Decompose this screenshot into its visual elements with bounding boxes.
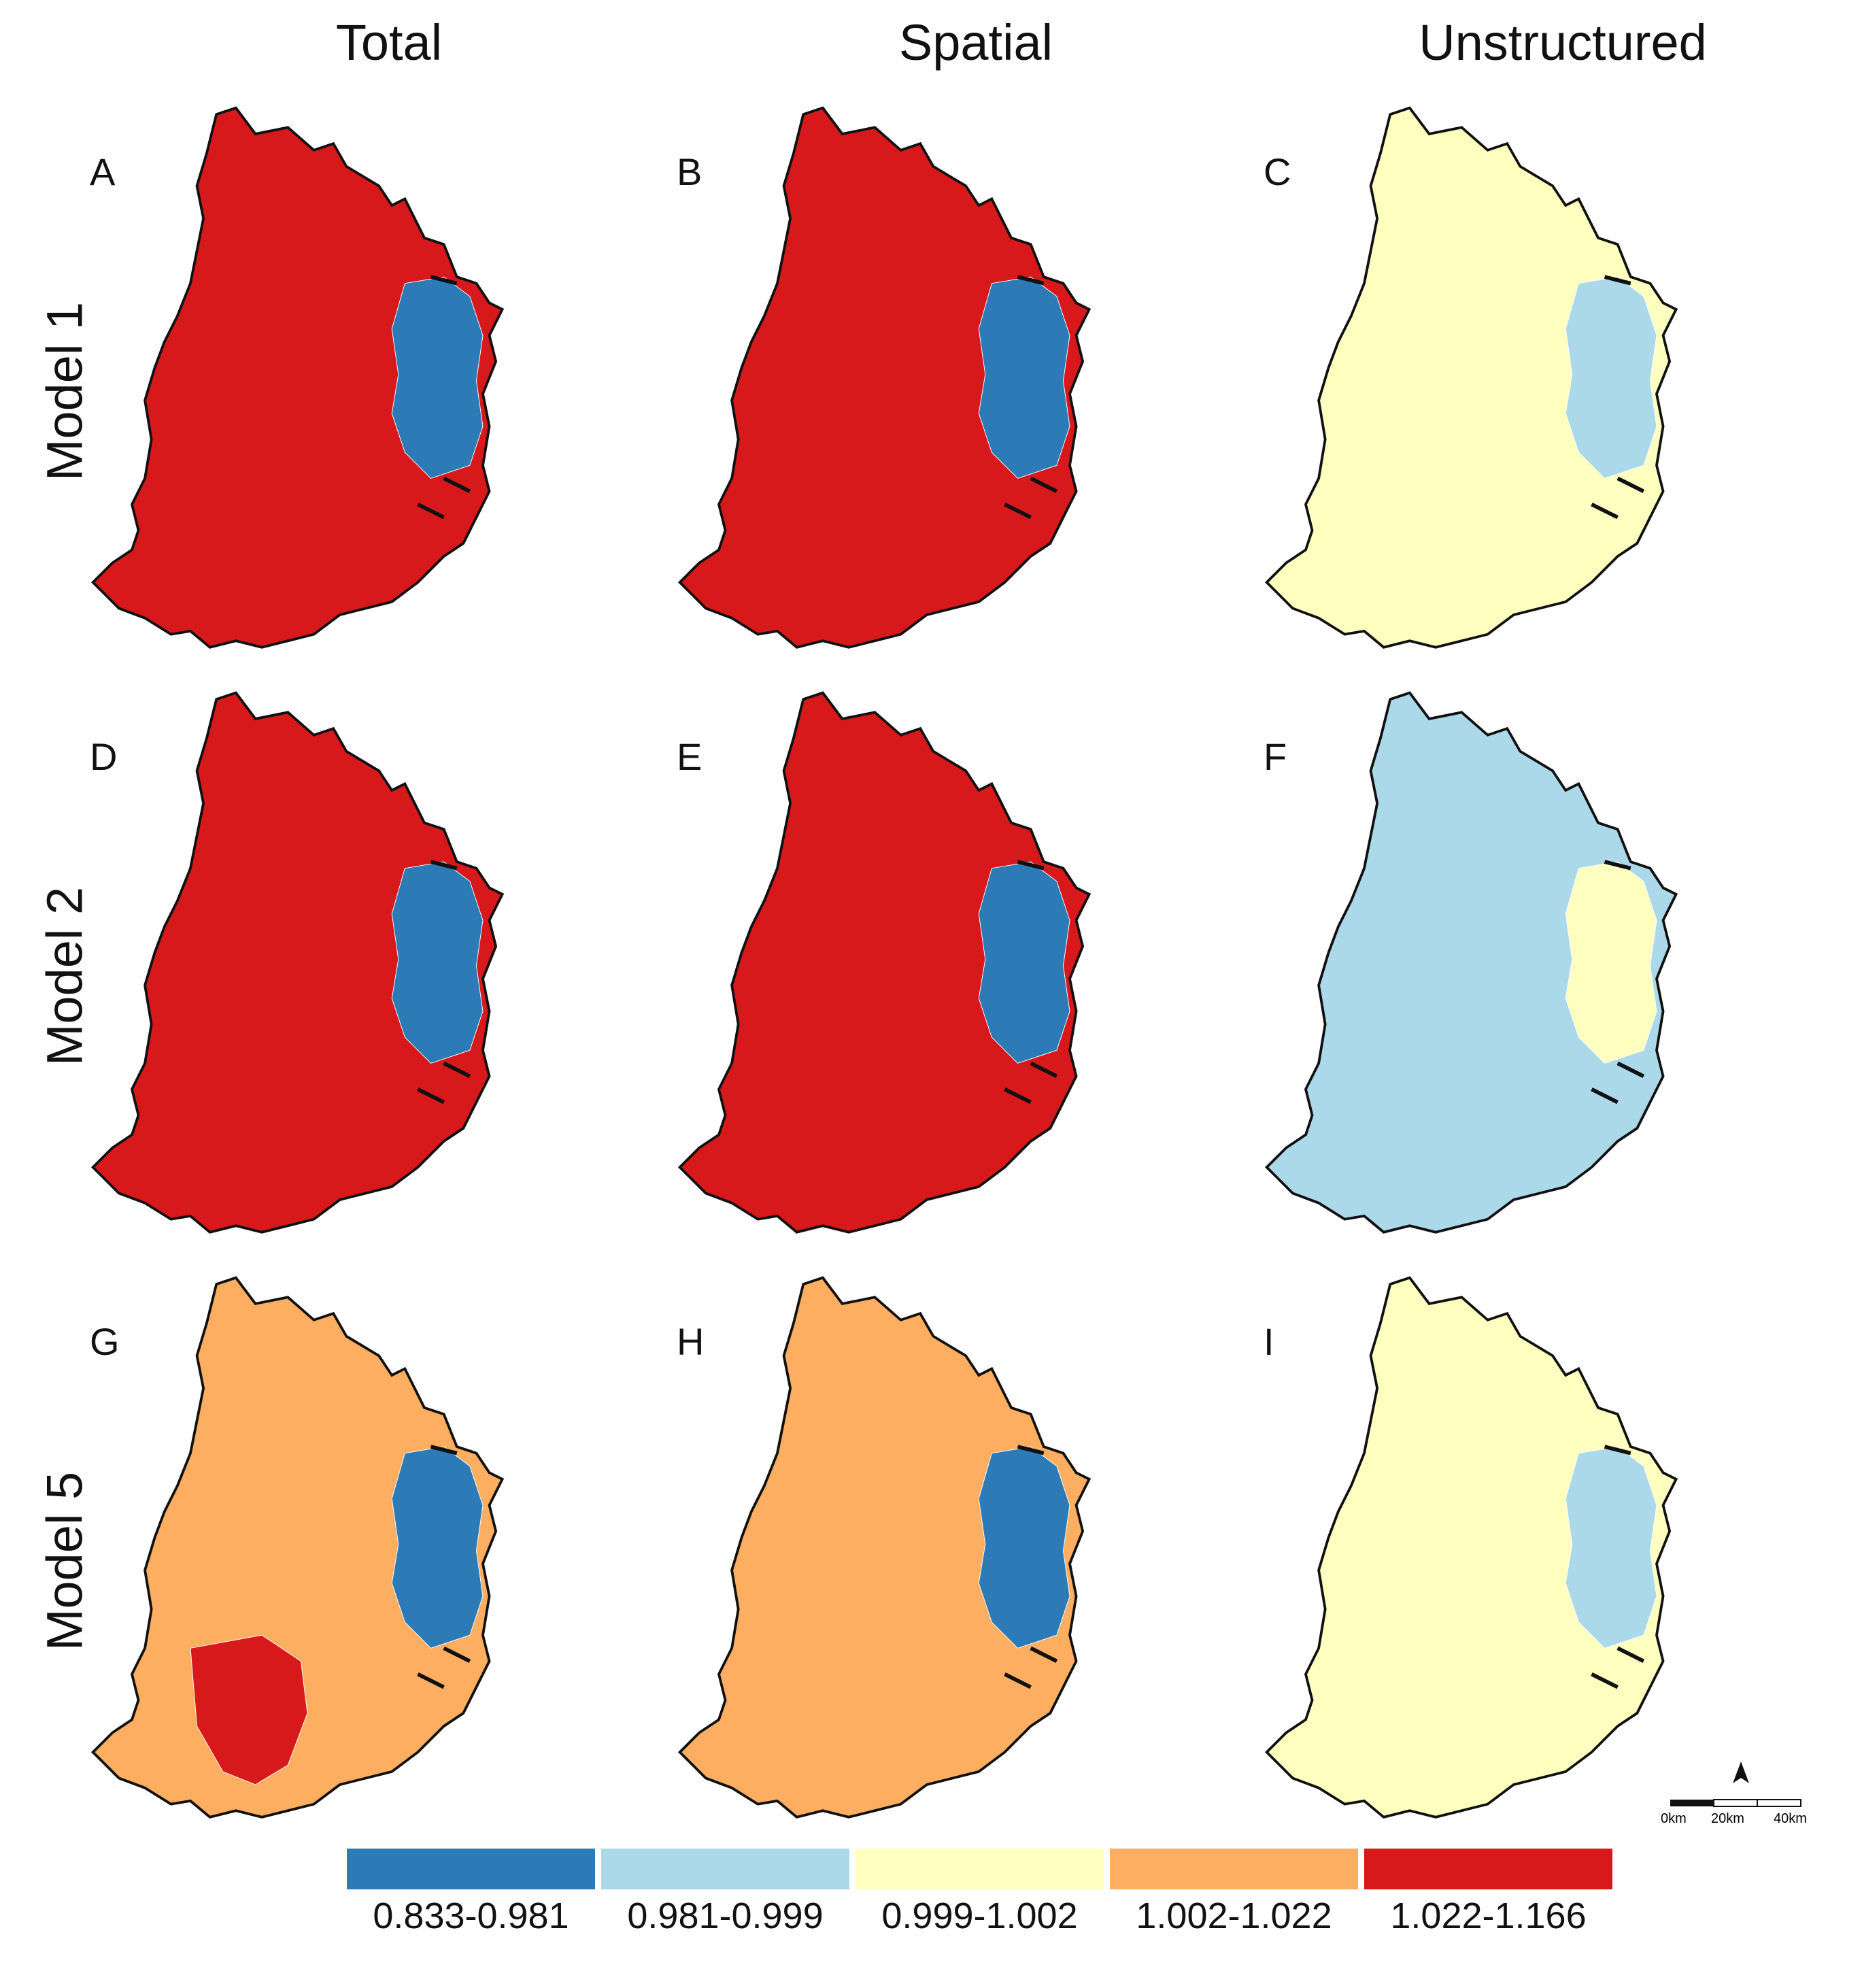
- map-panel-e: E: [615, 673, 1173, 1258]
- legend-swatch: [1110, 1849, 1358, 1889]
- legend-item: 0.999-1.002: [856, 1849, 1104, 1937]
- region-east: [391, 276, 484, 479]
- coastline: [1004, 860, 1058, 1105]
- panel-label: B: [677, 150, 703, 193]
- legend-swatch: [601, 1849, 849, 1889]
- region-highlight: [190, 1634, 308, 1785]
- map-panel-d: D: [29, 673, 586, 1258]
- legend: 0.833-0.981 0.981-0.999 0.999-1.002 1.00…: [347, 1849, 1612, 1971]
- region-base: [677, 691, 1091, 1234]
- region-east: [978, 1446, 1070, 1649]
- coastline: [417, 860, 471, 1105]
- region-east: [1565, 1446, 1657, 1649]
- coastline: [1591, 1445, 1645, 1689]
- map-panel-g: G: [29, 1258, 586, 1843]
- map-panel-b: B: [615, 88, 1173, 673]
- map-panel-f: F: [1202, 673, 1760, 1258]
- map-panel-h: H: [615, 1258, 1173, 1843]
- panel-label: A: [90, 150, 116, 193]
- coastline: [417, 1445, 471, 1689]
- panel-label: H: [677, 1320, 705, 1363]
- legend-item: 0.833-0.981: [347, 1849, 595, 1937]
- map-panel-a: A: [29, 88, 586, 673]
- legend-item: 1.002-1.022: [1110, 1849, 1358, 1937]
- north-arrow-icon: [1733, 1762, 1749, 1783]
- legend-swatch: [347, 1849, 595, 1889]
- panel-label: G: [90, 1320, 120, 1363]
- region-east: [978, 861, 1070, 1064]
- map-panel-c: C: [1202, 88, 1760, 673]
- panel-label: E: [677, 735, 703, 778]
- legend-item: 1.022-1.166: [1364, 1849, 1612, 1937]
- legend-item: 0.981-0.999: [601, 1849, 849, 1937]
- map-panel-i: I: [1202, 1258, 1760, 1843]
- legend-label: 1.002-1.022: [1136, 1896, 1332, 1936]
- panel-label: C: [1264, 150, 1291, 193]
- panel-label: I: [1264, 1320, 1274, 1363]
- panel-label: D: [90, 735, 118, 778]
- coastline: [1004, 1445, 1058, 1689]
- legend-label: 0.981-0.999: [627, 1896, 824, 1936]
- column-title-unstructured: Unstructured: [1419, 14, 1707, 71]
- coastline: [1004, 275, 1058, 520]
- region-base: [1264, 106, 1678, 649]
- region-base: [90, 691, 505, 1234]
- coastline: [417, 275, 471, 520]
- panel-label: F: [1264, 735, 1287, 778]
- scale-bar: 0km 20km 40km: [1659, 1755, 1809, 1830]
- column-title-total: Total: [335, 14, 443, 71]
- legend-label: 0.833-0.981: [373, 1896, 569, 1936]
- legend-label: 1.022-1.166: [1390, 1896, 1587, 1936]
- region-base: [677, 106, 1091, 649]
- legend-swatch: [856, 1849, 1104, 1889]
- region-east: [1565, 861, 1657, 1064]
- scale-label-20: 20km: [1711, 1811, 1744, 1826]
- region-base: [677, 1276, 1091, 1819]
- region-east: [391, 861, 484, 1064]
- scale-label-0: 0km: [1661, 1811, 1687, 1826]
- scale-label-40: 40km: [1774, 1811, 1807, 1826]
- legend-label: 0.999-1.002: [881, 1896, 1078, 1936]
- coastline: [1591, 275, 1645, 520]
- region-base: [1264, 1276, 1678, 1819]
- coastline: [1591, 860, 1645, 1105]
- legend-swatch: [1364, 1849, 1612, 1889]
- region-east: [978, 276, 1070, 479]
- region-east: [1565, 276, 1657, 479]
- region-base: [90, 106, 505, 649]
- region-base: [1264, 691, 1678, 1234]
- column-title-spatial: Spatial: [898, 14, 1053, 71]
- region-east: [391, 1446, 484, 1649]
